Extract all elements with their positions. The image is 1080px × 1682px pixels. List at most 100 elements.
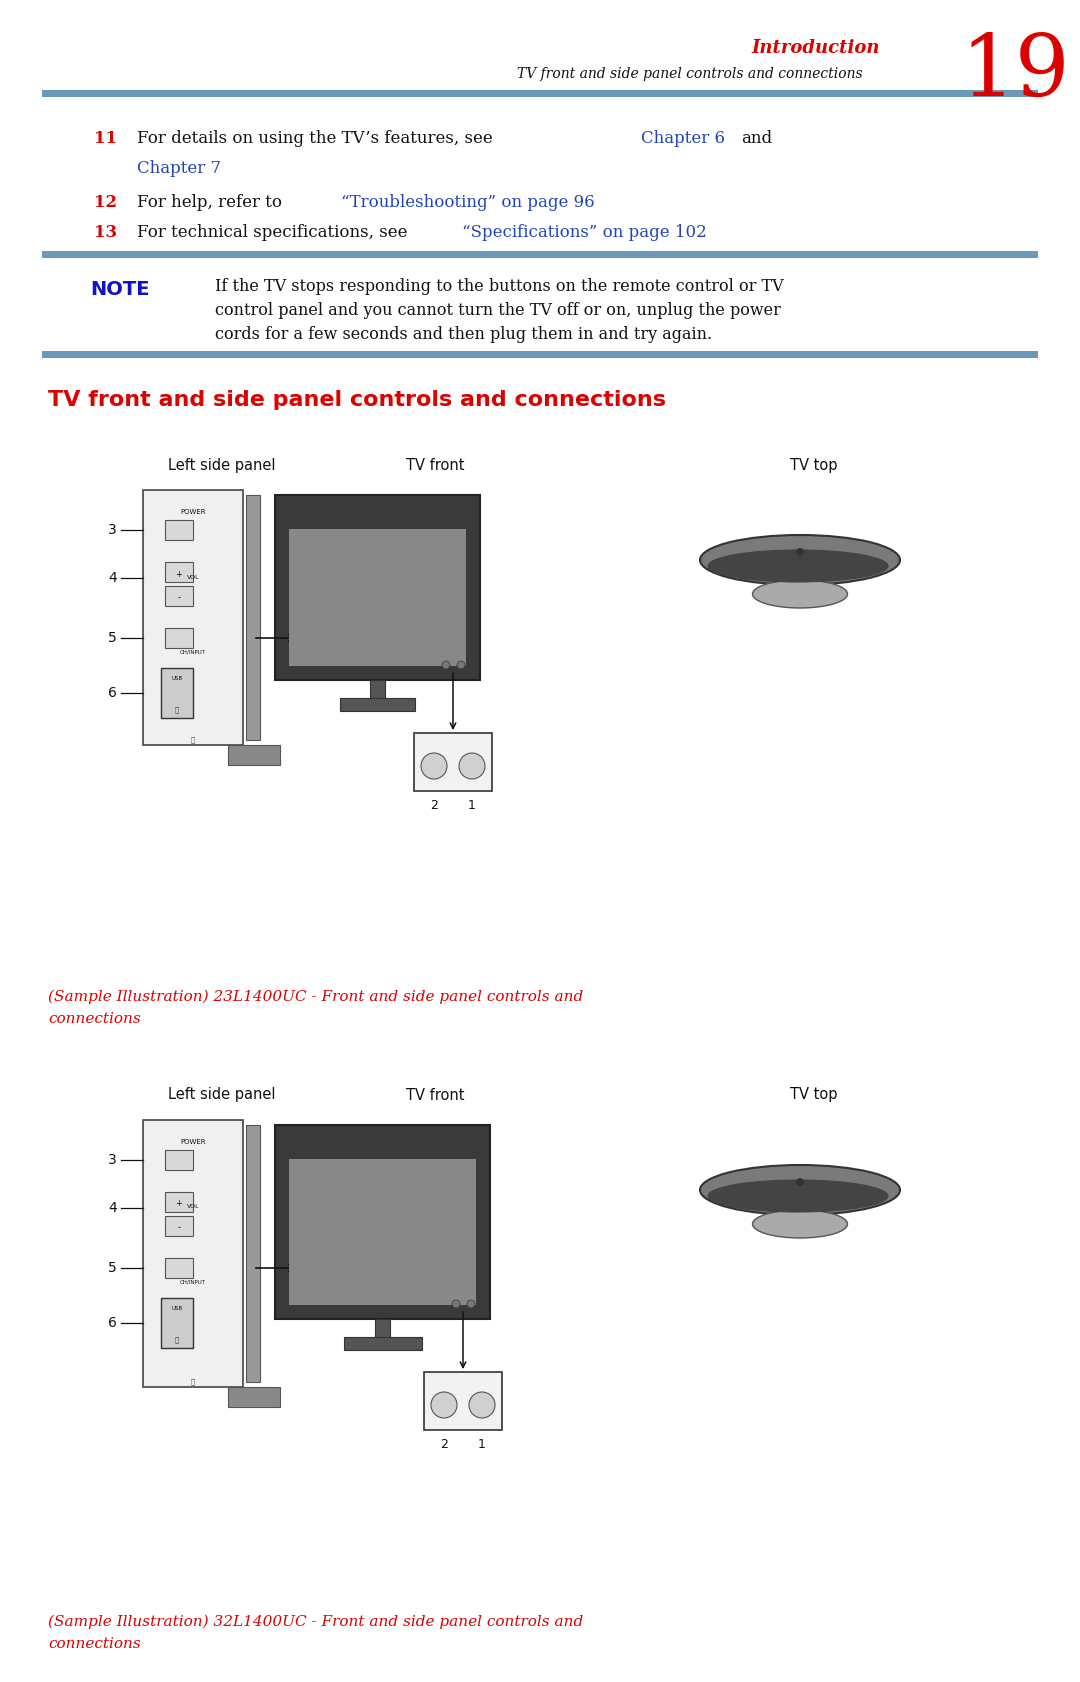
Text: TV top: TV top (789, 1088, 837, 1102)
Text: 1: 1 (468, 799, 476, 811)
Bar (165, 1150, 193, 1171)
Text: +: + (176, 570, 183, 579)
Bar (375, 1319, 390, 1337)
Text: (Sample Illustration) 32L1400UC - Front and side panel controls and: (Sample Illustration) 32L1400UC - Front … (48, 1615, 583, 1630)
Text: ⷀ: ⷀ (175, 1337, 179, 1344)
Bar (42, 251, 1038, 257)
Bar (275, 1125, 490, 1319)
Text: and: and (741, 130, 772, 146)
Circle shape (796, 548, 804, 557)
Text: connections: connections (48, 1637, 140, 1652)
Bar (165, 585, 193, 606)
Text: Left side panel: Left side panel (168, 1088, 275, 1102)
Bar (414, 733, 492, 791)
Text: For help, refer to: For help, refer to (137, 193, 287, 210)
Bar (161, 668, 193, 718)
Text: POWER: POWER (180, 1139, 206, 1145)
Text: USB: USB (172, 1305, 183, 1310)
Text: For technical specifications, see: For technical specifications, see (137, 224, 413, 241)
Text: Chapter 7: Chapter 7 (137, 160, 221, 177)
Bar (370, 680, 384, 698)
Bar (165, 1216, 193, 1236)
Text: +: + (176, 1199, 183, 1208)
Bar (289, 1159, 476, 1305)
Bar (42, 352, 1038, 358)
Bar (275, 495, 480, 680)
Text: 2: 2 (440, 1438, 448, 1450)
Circle shape (431, 1393, 457, 1418)
Text: USB: USB (172, 676, 183, 681)
Text: 19: 19 (960, 30, 1070, 114)
Bar (42, 91, 1038, 98)
Text: 6: 6 (108, 686, 117, 700)
Text: control panel and you cannot turn the TV off or on, unplug the power: control panel and you cannot turn the TV… (215, 303, 781, 320)
Text: 6: 6 (108, 1315, 117, 1330)
Text: NOTE: NOTE (90, 279, 149, 299)
Text: VOL: VOL (187, 1204, 200, 1209)
Bar (165, 627, 193, 648)
Text: 11: 11 (94, 130, 117, 146)
Circle shape (457, 661, 465, 669)
Bar (228, 745, 280, 765)
Text: 13: 13 (94, 224, 117, 241)
Text: ⷀ: ⷀ (175, 706, 179, 713)
Bar (165, 1193, 193, 1213)
Circle shape (453, 1300, 460, 1309)
Text: Chapter 6: Chapter 6 (642, 130, 725, 146)
Text: -: - (177, 594, 180, 602)
Text: POWER: POWER (180, 510, 206, 515)
Bar (161, 1299, 193, 1347)
Bar (343, 1337, 421, 1351)
Text: 4: 4 (108, 570, 117, 585)
Text: TV front and side panel controls and connections: TV front and side panel controls and con… (517, 67, 863, 81)
Bar (165, 1258, 193, 1278)
Text: CH/INPUT: CH/INPUT (180, 649, 206, 654)
Text: 5: 5 (108, 631, 117, 644)
Text: CH/INPUT: CH/INPUT (180, 1280, 206, 1285)
Bar (228, 1388, 280, 1408)
Ellipse shape (708, 1181, 888, 1213)
Text: -: - (177, 1223, 180, 1233)
Text: VOL: VOL (187, 575, 200, 580)
Text: (Sample Illustration) 23L1400UC - Front and side panel controls and: (Sample Illustration) 23L1400UC - Front … (48, 991, 583, 1004)
Ellipse shape (700, 535, 900, 585)
Bar (340, 698, 415, 711)
Bar (246, 495, 260, 740)
Ellipse shape (708, 550, 888, 582)
Bar (165, 520, 193, 540)
Text: TV front: TV front (406, 1088, 464, 1102)
Circle shape (467, 1300, 475, 1309)
Text: “Troubleshooting” on page 96: “Troubleshooting” on page 96 (341, 193, 595, 210)
Text: If the TV stops responding to the buttons on the remote control or TV: If the TV stops responding to the button… (215, 278, 784, 294)
Text: TV front: TV front (406, 458, 464, 473)
Text: 2: 2 (430, 799, 437, 811)
Circle shape (442, 661, 450, 669)
Circle shape (421, 754, 447, 779)
Bar (165, 562, 193, 582)
Text: Left side panel: Left side panel (168, 458, 275, 473)
Circle shape (796, 1177, 804, 1186)
Text: TV top: TV top (789, 458, 837, 473)
Text: 12: 12 (94, 193, 117, 210)
Bar (143, 1120, 243, 1388)
Text: 4: 4 (108, 1201, 117, 1214)
Text: Introduction: Introduction (752, 39, 880, 57)
Ellipse shape (753, 1209, 848, 1238)
Text: 1: 1 (478, 1438, 486, 1450)
Text: ⌔: ⌔ (191, 737, 195, 743)
Bar (246, 1125, 260, 1383)
Text: connections: connections (48, 1013, 140, 1026)
Text: 3: 3 (108, 1152, 117, 1167)
Ellipse shape (753, 580, 848, 607)
Text: For details on using the TV’s features, see: For details on using the TV’s features, … (137, 130, 498, 146)
Text: 3: 3 (108, 523, 117, 537)
Text: 5: 5 (108, 1262, 117, 1275)
Text: cords for a few seconds and then plug them in and try again.: cords for a few seconds and then plug th… (215, 326, 712, 343)
Bar (424, 1373, 502, 1430)
Bar (289, 530, 465, 666)
Bar (143, 489, 243, 745)
Text: TV front and side panel controls and connections: TV front and side panel controls and con… (48, 390, 666, 410)
Circle shape (459, 754, 485, 779)
Circle shape (469, 1393, 495, 1418)
Text: “Specifications” on page 102: “Specifications” on page 102 (462, 224, 706, 241)
